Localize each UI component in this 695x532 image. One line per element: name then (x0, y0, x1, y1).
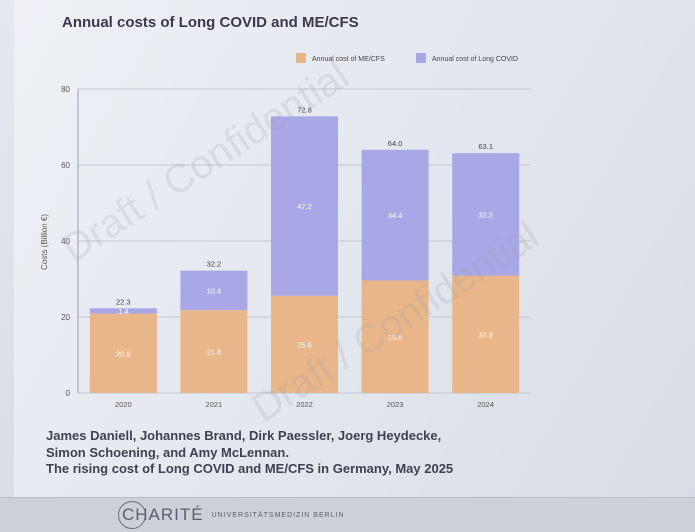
bar-segment (89, 313, 157, 393)
legend-swatch (416, 53, 426, 63)
charite-logo-circle-icon (118, 501, 146, 529)
y-axis-label: Costs (Billion €) (40, 214, 49, 270)
bar-segment-label: 1.4 (118, 307, 128, 316)
footer-bar (0, 497, 695, 532)
bar-total-label: 72.8 (297, 105, 312, 114)
x-tick-label: 2024 (477, 400, 494, 409)
bar-segment (452, 275, 520, 393)
chart-title: Annual costs of Long COVID and ME/CFS (62, 14, 359, 31)
x-tick-label: 2021 (206, 400, 223, 409)
charite-logo: CHARITÉ UNIVERSITÄTSMEDIZIN BERLIN (122, 505, 345, 525)
citation: James Daniell, Johannes Brand, Dirk Paes… (46, 428, 453, 478)
bar-segment (180, 270, 248, 311)
bar-total-label: 64.0 (388, 139, 403, 148)
legend-swatch (296, 53, 306, 63)
y-axis: 0 20 40 60 80 (61, 85, 79, 398)
bar-segment (89, 308, 157, 314)
citation-authors-line-2: Simon Schoening, and Amy McLennan. (46, 444, 289, 460)
x-tick-label: 2022 (296, 400, 313, 409)
x-tick-label: 2020 (115, 400, 132, 409)
bar-segment-label: 20.9 (116, 349, 131, 358)
bar-segment-label: 29.6 (388, 333, 403, 342)
bar-segment-label: 32.2 (478, 210, 493, 219)
bar-segment-label: 30.9 (478, 330, 493, 339)
logo-mark: CHARITÉ (122, 505, 204, 524)
x-tick-label: 2023 (387, 400, 404, 409)
bar-segment-label: 10.4 (207, 286, 222, 295)
bar-segment-label: 34.4 (388, 211, 403, 220)
logo-subtitle: UNIVERSITÄTSMEDIZIN BERLIN (211, 511, 345, 519)
bar-segment (271, 116, 338, 296)
bar-segment-label: 47.2 (297, 202, 312, 211)
citation-reference: The rising cost of Long COVID and ME/CFS… (46, 461, 454, 476)
bar-segment (452, 153, 520, 276)
bar-segment (180, 310, 248, 393)
legend-label: Annual cost of Long COVID (432, 56, 518, 63)
legend: Annual cost of ME/CFS Annual cost of Long… (296, 53, 518, 63)
y-tick-label: 80 (61, 85, 70, 94)
legend-label: Annual cost of ME/CFS (312, 56, 385, 63)
bar-total-label: 22.3 (116, 297, 131, 306)
y-tick-label: 60 (61, 161, 70, 170)
bars: 20.9 1.422.3 21.8 10.4 32.2 25.6 47.2 72.8 29.6 3… (89, 105, 520, 393)
bar-segment (361, 149, 429, 281)
y-tick-label: 20 (61, 313, 70, 322)
y-tick-label: 0 (66, 389, 71, 398)
bar-segment (271, 295, 338, 393)
x-axis: 2020 2021 2022 2023 2024 (115, 400, 494, 409)
bar-segment-label: 21.8 (207, 348, 222, 357)
y-tick-label: 40 (61, 237, 70, 246)
bar-total-label: 32.2 (207, 260, 222, 269)
bar-segment-label: 25.6 (297, 340, 312, 349)
bar-total-label: 63.1 (478, 142, 493, 151)
citation-authors-line-1: James Daniell, Johannes Brand, Dirk Paes… (46, 428, 442, 443)
bar-segment (361, 280, 429, 393)
